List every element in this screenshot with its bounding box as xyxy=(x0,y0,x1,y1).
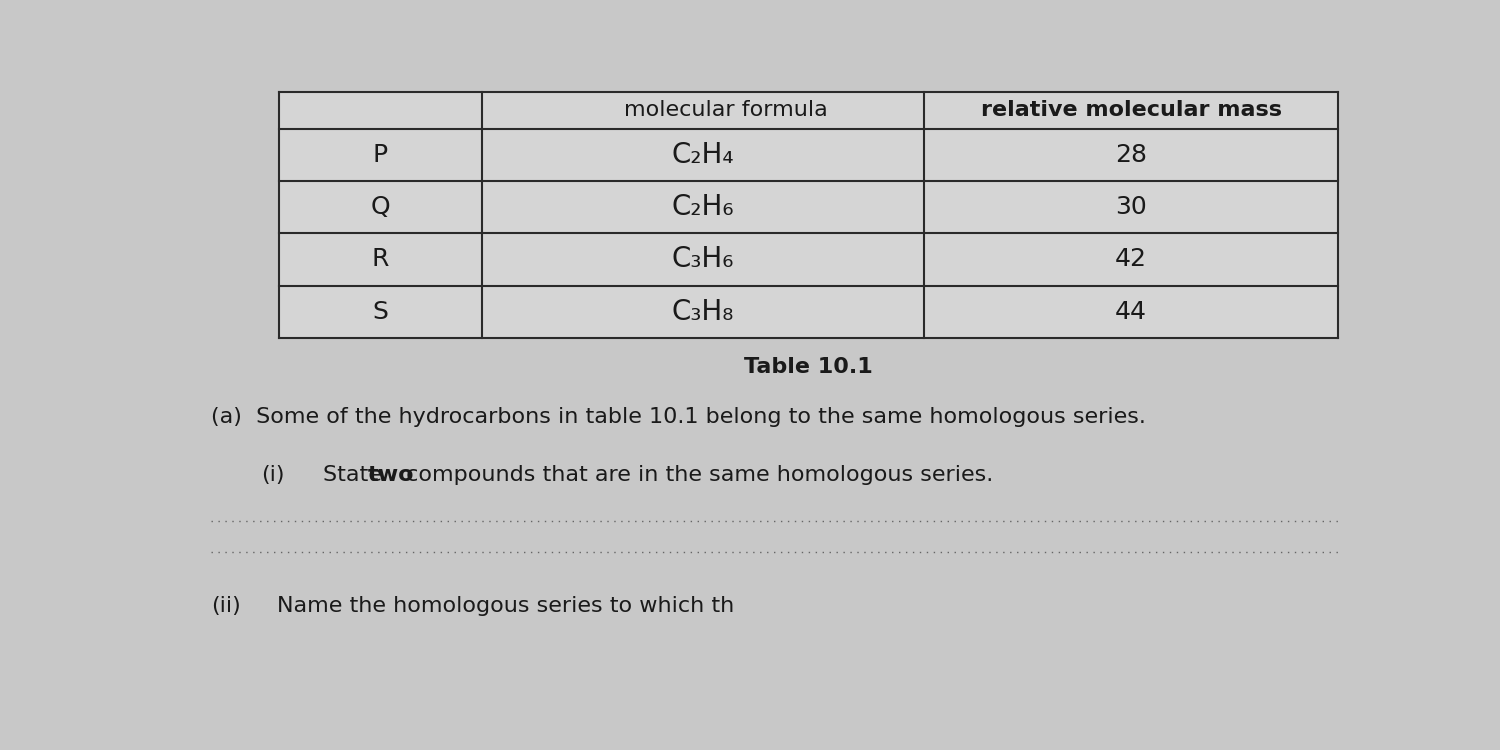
Text: (i): (i) xyxy=(261,465,285,485)
Text: C₃H₈: C₃H₈ xyxy=(672,298,734,326)
Text: S: S xyxy=(372,300,388,324)
Text: C₂H₄: C₂H₄ xyxy=(672,141,734,169)
Text: State: State xyxy=(322,465,388,485)
Text: two: two xyxy=(368,465,414,485)
Text: P: P xyxy=(374,142,388,166)
Text: 30: 30 xyxy=(1114,195,1148,219)
Text: compounds that are in the same homologous series.: compounds that are in the same homologou… xyxy=(399,465,993,485)
Text: Q: Q xyxy=(370,195,390,219)
Text: 44: 44 xyxy=(1114,300,1148,324)
Text: molecular formula: molecular formula xyxy=(624,100,828,120)
Text: C₃H₆: C₃H₆ xyxy=(672,245,734,274)
Text: 42: 42 xyxy=(1114,248,1148,272)
Text: (a)  Some of the hydrocarbons in table 10.1 belong to the same homologous series: (a) Some of the hydrocarbons in table 10… xyxy=(210,407,1146,428)
Text: R: R xyxy=(372,248,388,272)
Text: (ii): (ii) xyxy=(210,596,240,616)
Text: C₂H₆: C₂H₆ xyxy=(672,193,734,221)
Text: 28: 28 xyxy=(1114,142,1148,166)
Text: Table 10.1: Table 10.1 xyxy=(744,357,873,377)
Text: Name the homologous series to which th: Name the homologous series to which th xyxy=(276,596,734,616)
Bar xyxy=(279,92,1338,338)
Text: relative molecular mass: relative molecular mass xyxy=(981,100,1281,120)
